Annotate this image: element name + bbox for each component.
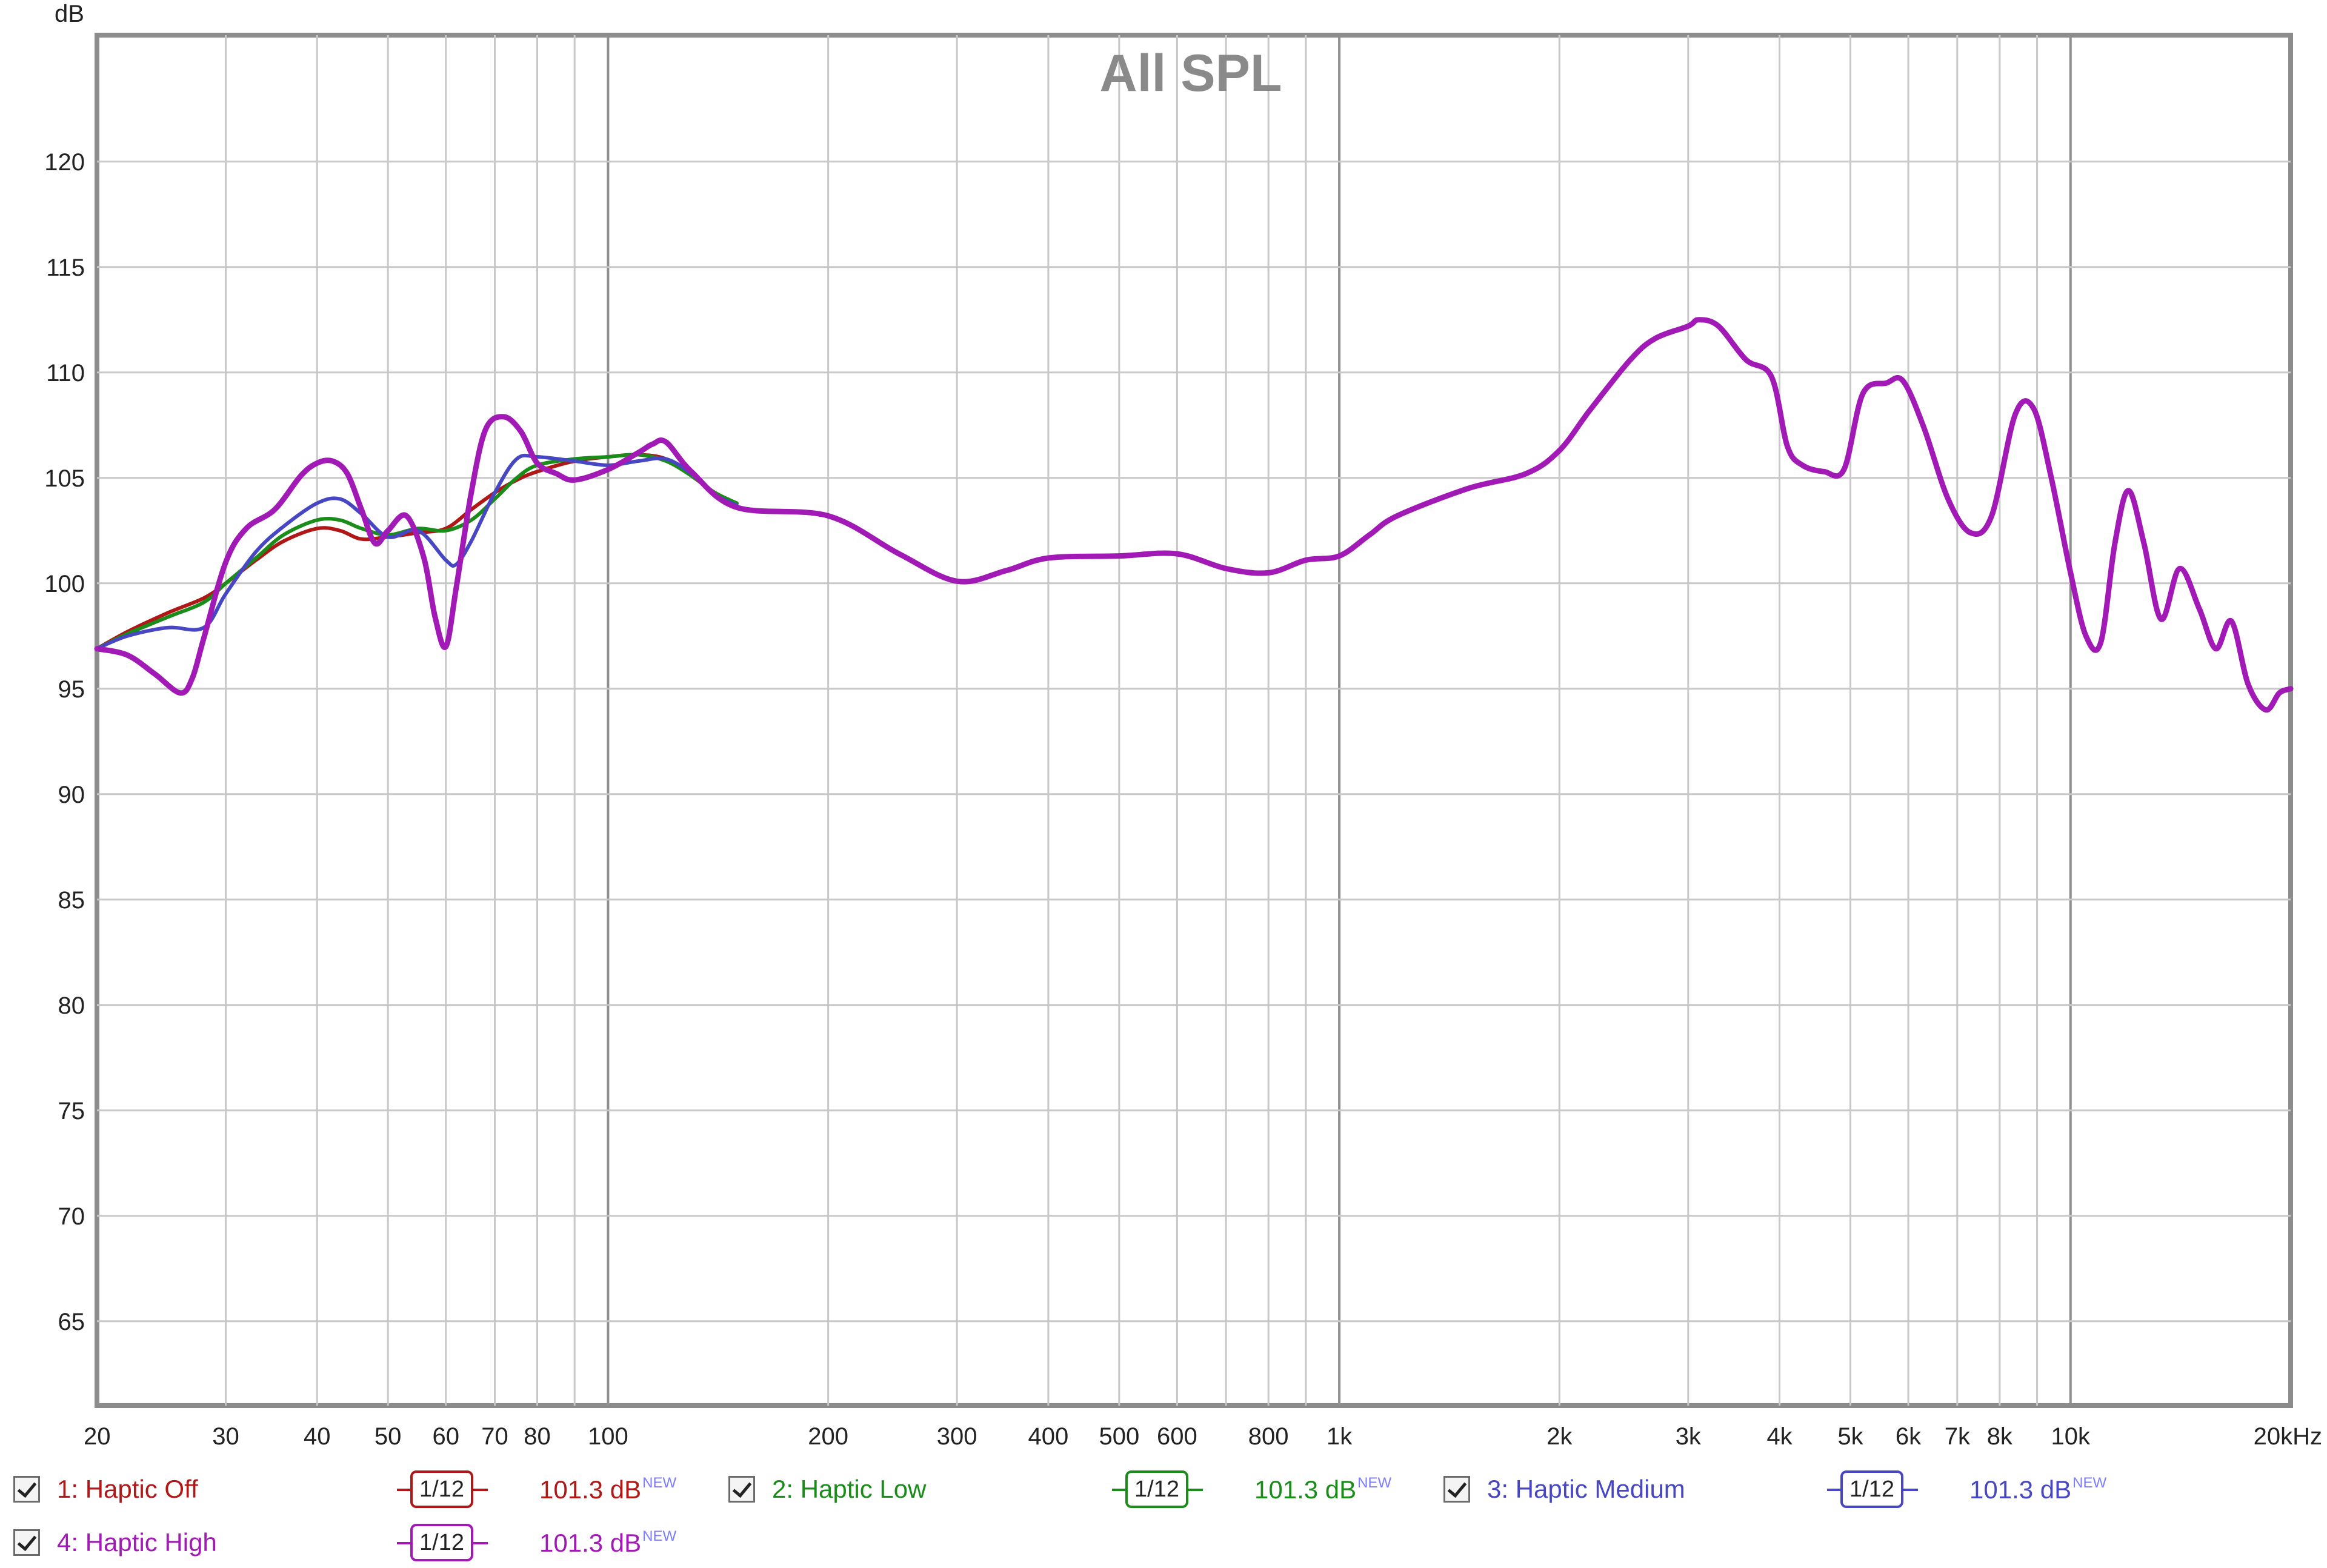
x-tick-label: 80 xyxy=(524,1423,551,1450)
legend-label: 3: Haptic Medium xyxy=(1487,1475,1685,1503)
y-axis-ticks: 65 70 75 80 85 90 95 100 105 110 115 120 xyxy=(44,149,85,1335)
legend-checkbox[interactable] xyxy=(1443,1476,1470,1503)
y-tick-label: 80 xyxy=(58,992,85,1019)
legend-label: 2: Haptic Low xyxy=(772,1475,927,1503)
x-tick-label: 300 xyxy=(937,1423,977,1450)
x-tick-label: 40 xyxy=(304,1423,331,1450)
level-value: 101.3 dB xyxy=(1254,1475,1357,1504)
y-tick-label: 105 xyxy=(44,465,85,492)
y-tick-label: 75 xyxy=(58,1098,85,1125)
x-tick-label: 4k xyxy=(1766,1423,1793,1450)
y-tick-label: 95 xyxy=(58,676,85,703)
series-line-3 xyxy=(95,453,739,651)
smoothing-label: 1/12 xyxy=(410,1524,473,1561)
legend-level: 101.3 dBNEW xyxy=(539,1528,676,1558)
series-line-4 xyxy=(94,317,2294,713)
legend-level: 101.3 dBNEW xyxy=(1969,1475,2106,1504)
x-tick-label: 3k xyxy=(1676,1423,1702,1450)
y-axis-unit-label: dB xyxy=(55,1,84,27)
y-tick-label: 120 xyxy=(44,149,85,176)
x-tick-label: 70 xyxy=(481,1423,508,1450)
y-tick-label: 90 xyxy=(58,782,85,808)
y-tick-label: 85 xyxy=(58,887,85,914)
legend-checkbox[interactable] xyxy=(13,1529,40,1556)
series-lines xyxy=(94,317,2294,713)
x-tick-label: 10k xyxy=(2051,1423,2091,1450)
legend-level: 101.3 dBNEW xyxy=(1254,1475,1391,1504)
legend-label: 1: Haptic Off xyxy=(57,1475,198,1503)
level-value: 101.3 dB xyxy=(539,1529,642,1557)
x-tick-label: 60 xyxy=(432,1423,459,1450)
legend-item: 1: Haptic Off xyxy=(0,1465,198,1513)
smoothing-button[interactable]: 1/12 xyxy=(397,1467,488,1511)
y-tick-label: 70 xyxy=(58,1203,85,1230)
x-tick-label: 20 xyxy=(84,1423,111,1450)
x-tick-label: 2k xyxy=(1546,1423,1573,1450)
smoothing-label: 1/12 xyxy=(1840,1470,1903,1508)
smoothing-button[interactable]: 1/12 xyxy=(1112,1467,1203,1511)
x-tick-label: 6k xyxy=(1896,1423,1922,1450)
level-value: 101.3 dB xyxy=(539,1475,642,1504)
legend: 1: Haptic Off 1/12 101.3 dBNEW 2: Haptic Lo… xyxy=(0,1454,2327,1568)
x-tick-label: 7k xyxy=(1945,1423,1971,1450)
smoothing-button[interactable]: 1/12 xyxy=(397,1521,488,1564)
legend-item: 3: Haptic Medium xyxy=(1430,1465,1685,1513)
legend-checkbox[interactable] xyxy=(728,1476,755,1503)
legend-label: 4: Haptic High xyxy=(57,1528,217,1556)
spl-chart: dB 65 70 75 80 85 90 95 100 105 110 115 120 20 30 40 5… xyxy=(44,1,2322,1450)
x-tick-label: 20kHz xyxy=(2254,1423,2322,1450)
x-tick-label: 600 xyxy=(1157,1423,1197,1450)
smoothing-button[interactable]: 1/12 xyxy=(1827,1467,1918,1511)
x-tick-label: 400 xyxy=(1028,1423,1069,1450)
x-axis-ticks: 20 30 40 50 60 70 80 100 200 300 400 500 600 800 1k 2k 3… xyxy=(84,1423,2322,1450)
new-badge: NEW xyxy=(642,1528,677,1544)
legend-item: 2: Haptic Low xyxy=(715,1465,926,1513)
x-tick-label: 100 xyxy=(588,1423,628,1450)
y-tick-label: 115 xyxy=(46,254,85,281)
smoothing-label: 1/12 xyxy=(1125,1470,1188,1508)
y-tick-label: 65 xyxy=(58,1309,85,1335)
x-tick-label: 5k xyxy=(1837,1423,1863,1450)
x-tick-label: 1k xyxy=(1327,1423,1353,1450)
plot-area xyxy=(95,33,2293,1408)
new-badge: NEW xyxy=(642,1475,677,1491)
x-tick-label: 8k xyxy=(1987,1423,2013,1450)
x-tick-label: 30 xyxy=(212,1423,239,1450)
smoothing-label: 1/12 xyxy=(410,1470,473,1508)
x-tick-label: 500 xyxy=(1099,1423,1139,1450)
new-badge: NEW xyxy=(2072,1475,2107,1491)
legend-level: 101.3 dBNEW xyxy=(539,1475,676,1504)
level-value: 101.3 dB xyxy=(1969,1475,2072,1504)
legend-checkbox[interactable] xyxy=(13,1476,40,1503)
new-badge: NEW xyxy=(1357,1475,1392,1491)
y-tick-label: 100 xyxy=(44,571,85,597)
grid-lines xyxy=(97,35,2291,1406)
x-tick-label: 50 xyxy=(375,1423,402,1450)
legend-item: 4: Haptic High xyxy=(0,1518,217,1567)
x-tick-label: 200 xyxy=(808,1423,848,1450)
chart-title: All SPL xyxy=(1099,44,1282,102)
y-tick-label: 110 xyxy=(46,360,85,387)
x-tick-label: 800 xyxy=(1248,1423,1289,1450)
